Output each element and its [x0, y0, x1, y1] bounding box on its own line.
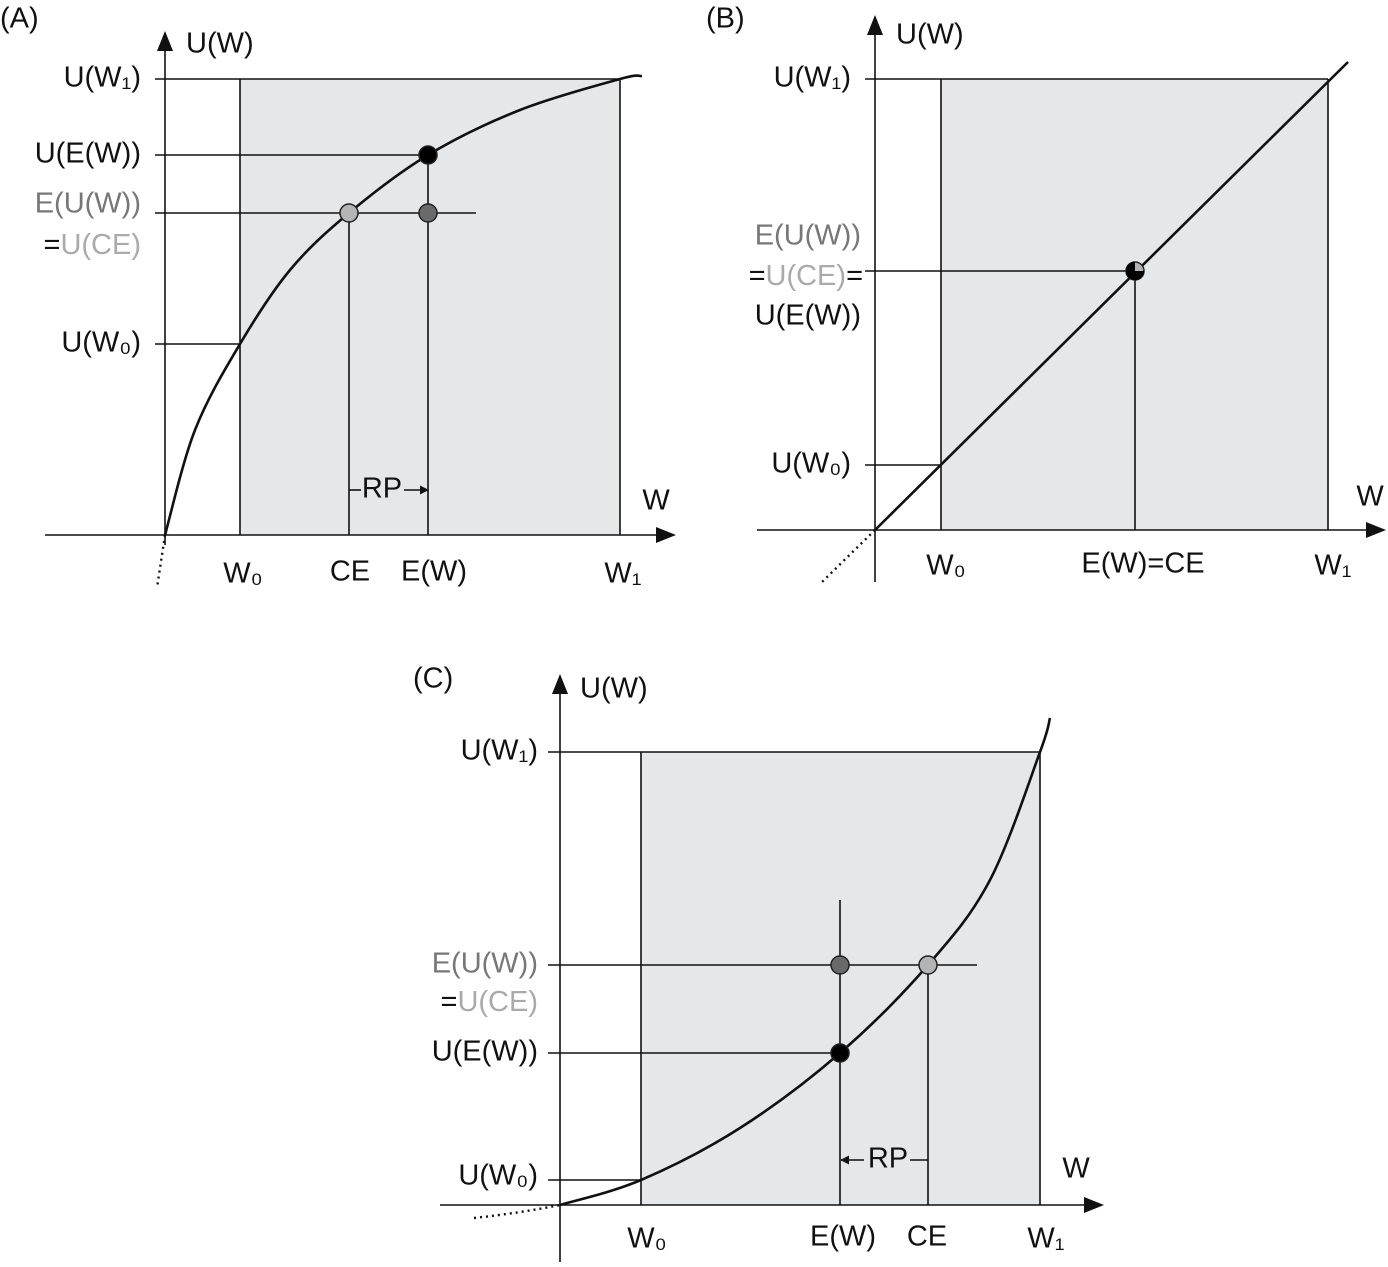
equals: =: [749, 260, 766, 292]
point-combined: [1125, 261, 1145, 281]
y-label: U(W₀): [61, 327, 141, 359]
y-axis-title: U(W): [580, 673, 648, 705]
equals: =: [846, 260, 863, 292]
x-label: W₀: [627, 1223, 666, 1255]
y-label: =U(CE)=: [749, 260, 863, 292]
y-label: U(E(W)): [35, 138, 141, 170]
panel-b: (B) U(W) W U(W₁) E(U(W)) =U(CE)= U(E(W))…: [706, 3, 1386, 583]
x-axis-title: W: [1356, 481, 1384, 513]
u-ce: U(CE): [60, 229, 141, 261]
point-u-ew: [830, 1043, 850, 1063]
x-label: CE: [907, 1221, 947, 1253]
curve-extension: [155, 534, 167, 589]
x-label: W₀: [223, 558, 262, 590]
y-label: U(W₀): [771, 448, 851, 480]
y-label: =U(CE): [44, 229, 141, 261]
curve-extension: [821, 529, 876, 583]
x-label: W₀: [926, 550, 965, 582]
equals: =: [441, 986, 458, 1018]
equals: =: [44, 229, 61, 261]
x-label: E(W): [810, 1221, 876, 1253]
panel-label: (C): [413, 663, 453, 695]
x-label: W₁: [1027, 1223, 1064, 1255]
panel-label: (A): [0, 3, 39, 35]
y-label: E(U(W)): [755, 220, 861, 252]
rp-marker: RP: [840, 1143, 928, 1175]
rp-marker: RP: [349, 473, 429, 505]
point-eu: [418, 203, 438, 223]
point-ce: [918, 955, 938, 975]
panel-label: (B): [706, 3, 745, 35]
y-label: U(W₁): [774, 62, 851, 94]
point-eu: [830, 955, 850, 975]
x-label: CE: [330, 556, 370, 588]
curve-extension: [473, 1203, 561, 1220]
annotation: RP: [868, 1143, 908, 1175]
x-label: W₁: [604, 558, 641, 590]
panel-a: RP (A) U(W) W U(W₁) U(E(W)) E(U(W)) =U(C…: [0, 3, 676, 590]
point-u-ew: [418, 145, 438, 165]
utility-line: [874, 61, 1349, 531]
guide-lines: [548, 751, 1041, 1205]
y-label: U(W₁): [461, 735, 538, 767]
y-axis-title: U(W): [186, 28, 254, 60]
y-label: U(W₀): [458, 1160, 538, 1192]
y-label: E(U(W)): [35, 188, 141, 220]
u-ce: U(CE): [457, 986, 538, 1018]
x-axis-title: W: [1062, 1153, 1090, 1185]
x-label: W₁: [1314, 550, 1351, 582]
x-axis-title: W: [642, 485, 670, 517]
y-label: U(E(W)): [755, 300, 861, 332]
panel-c: RP (C) U(W) W U(W₁) E(U(W)) =U(CE) U(E(W…: [413, 663, 1104, 1262]
axes: [45, 31, 676, 545]
y-label: U(E(W)): [432, 1036, 538, 1068]
y-axis-title: U(W): [896, 19, 964, 51]
x-label: E(W): [401, 556, 467, 588]
axes: [440, 674, 1104, 1262]
y-label: E(U(W)): [432, 948, 538, 980]
guide-lines: [865, 78, 1329, 530]
y-label: =U(CE): [441, 986, 538, 1018]
u-ce: U(CE): [766, 260, 847, 292]
point-ce: [339, 203, 359, 223]
annotation: RP: [362, 473, 402, 505]
y-label: U(W₁): [64, 62, 141, 94]
axes: [757, 15, 1386, 582]
x-label: E(W)=CE: [1081, 548, 1204, 580]
utility-curve: [559, 717, 1052, 1207]
